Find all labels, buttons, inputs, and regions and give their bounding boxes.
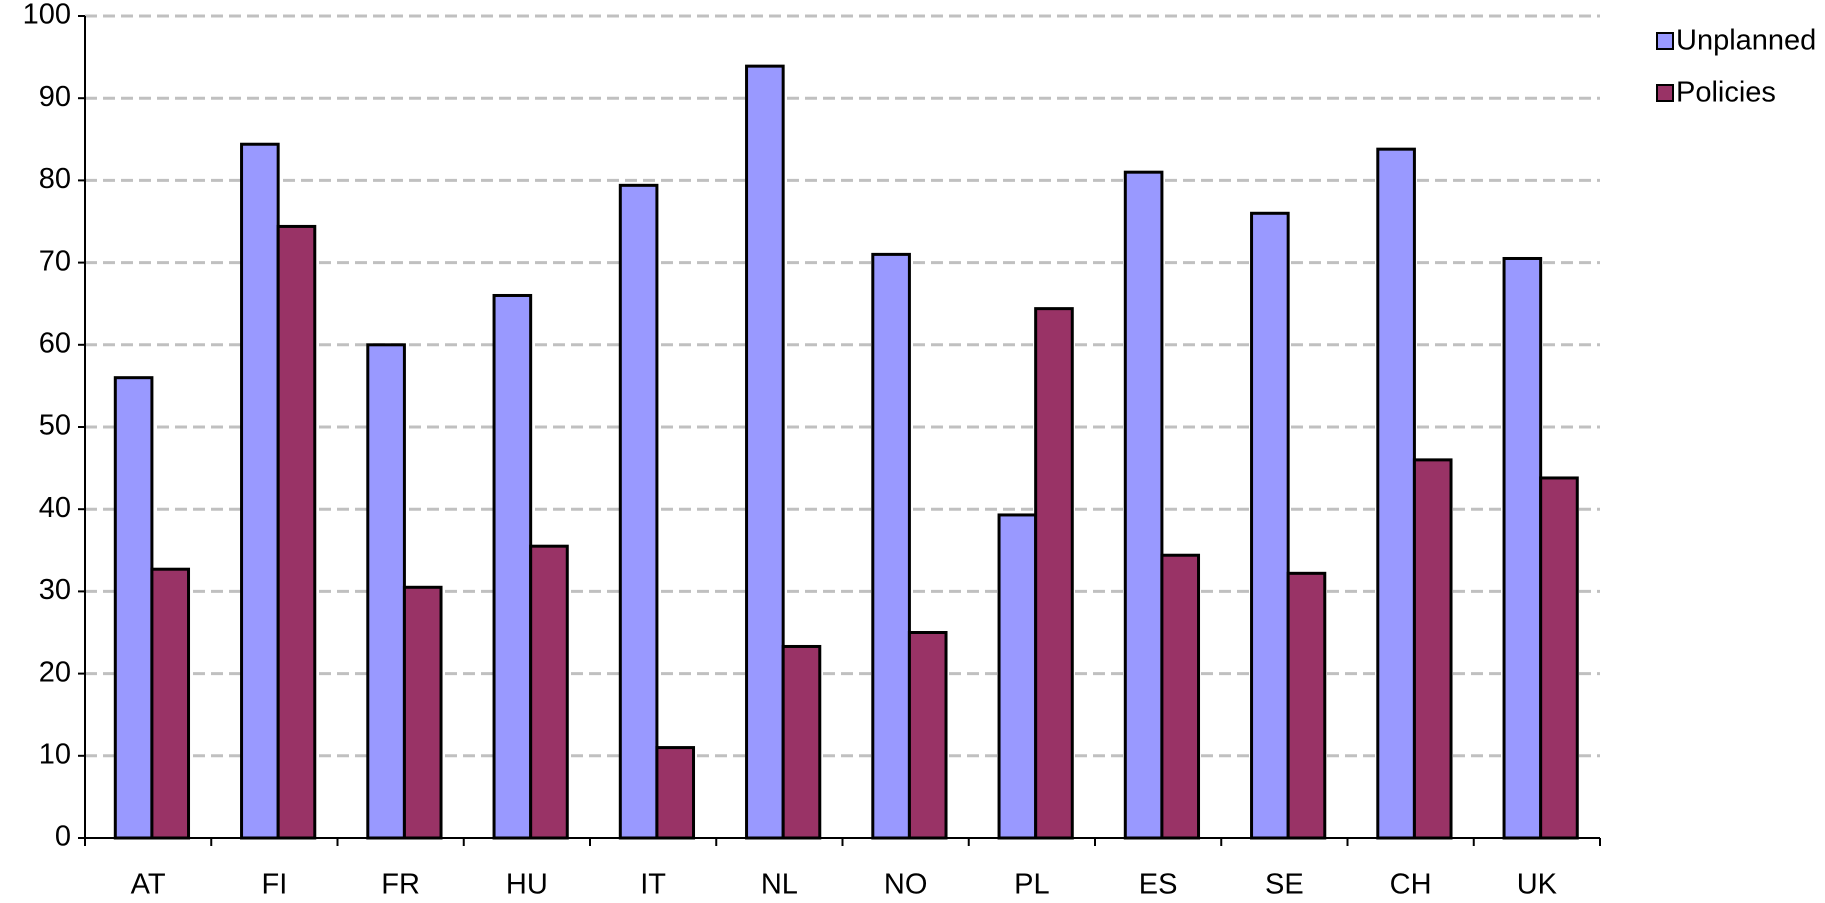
- y-tick-label: 50: [39, 410, 71, 442]
- y-tick-label: 10: [39, 738, 71, 770]
- x-tick-label: FR: [381, 869, 420, 901]
- bar: [745, 64, 785, 840]
- x-tick-label: NO: [884, 869, 928, 901]
- x-tick-label: ES: [1139, 869, 1178, 901]
- x-tick-label: NL: [761, 869, 798, 901]
- bar: [907, 631, 948, 840]
- y-tick-label: 70: [39, 245, 71, 277]
- y-tick-label: 80: [39, 163, 71, 195]
- bar: [1250, 211, 1290, 840]
- bar: [240, 142, 280, 840]
- bar: [1502, 256, 1543, 840]
- bar: [655, 746, 696, 840]
- x-tick-label: CH: [1390, 869, 1432, 901]
- bar: [1034, 307, 1074, 840]
- legend-label: Policies: [1676, 77, 1776, 109]
- x-tick-label: PL: [1014, 869, 1049, 901]
- bar: [871, 252, 911, 840]
- bar: [1412, 458, 1453, 840]
- y-tick-label: 90: [39, 81, 71, 113]
- bar: [997, 513, 1038, 840]
- bar: [1286, 571, 1327, 840]
- bar: [1376, 147, 1416, 840]
- y-tick-label: 60: [39, 327, 71, 359]
- legend-swatch: [1656, 84, 1674, 102]
- y-tick-label: 0: [55, 821, 71, 853]
- bar: [529, 544, 569, 840]
- bar: [1123, 170, 1164, 840]
- bar: [276, 224, 317, 840]
- legend-label: Unplanned: [1676, 25, 1816, 57]
- bar: [781, 644, 822, 840]
- bar: [492, 293, 533, 840]
- bar: [113, 376, 154, 840]
- bar: [150, 567, 191, 840]
- x-tick-label: SE: [1265, 869, 1304, 901]
- x-tick-label: AT: [131, 869, 166, 901]
- x-tick-label: IT: [640, 869, 666, 901]
- y-tick-label: 40: [39, 492, 71, 524]
- y-tick-label: 100: [23, 0, 71, 31]
- bar: [1160, 553, 1201, 840]
- y-tick-label: 30: [39, 574, 71, 606]
- y-tick-label: 20: [39, 656, 71, 688]
- legend-swatch: [1656, 32, 1674, 50]
- bar: [402, 585, 443, 840]
- bar: [618, 183, 659, 840]
- x-tick-label: HU: [506, 869, 548, 901]
- x-tick-label: UK: [1517, 869, 1558, 901]
- x-tick-label: FI: [261, 869, 287, 901]
- bar: [366, 343, 406, 840]
- bar: [1539, 476, 1579, 840]
